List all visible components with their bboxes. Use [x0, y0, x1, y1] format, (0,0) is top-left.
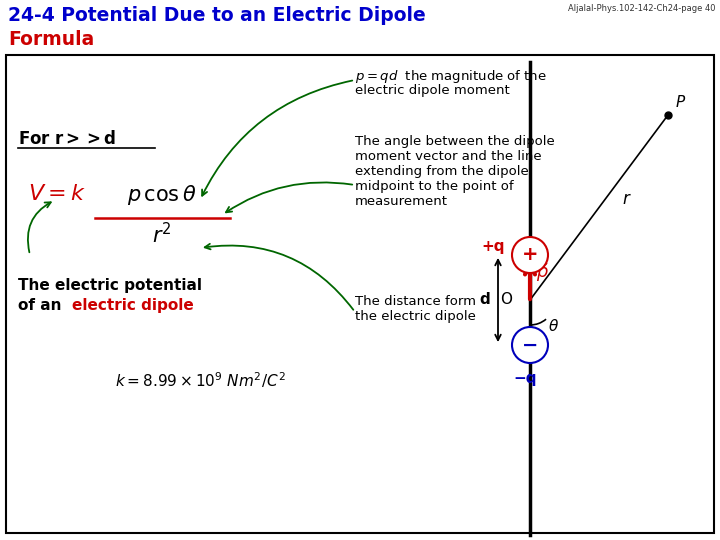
Text: O: O [500, 293, 512, 307]
Text: Aljalal-Phys.102-142-Ch24-page 40: Aljalal-Phys.102-142-Ch24-page 40 [567, 4, 715, 13]
Text: The angle between the dipole
moment vector and the line
extending from the dipol: The angle between the dipole moment vect… [355, 135, 554, 208]
FancyArrowPatch shape [204, 244, 354, 310]
FancyArrowPatch shape [202, 80, 352, 195]
Text: d: d [480, 293, 490, 307]
Text: of an: of an [18, 298, 67, 313]
Text: −q: −q [513, 371, 536, 386]
Text: −: − [522, 335, 538, 354]
Text: P: P [676, 95, 685, 110]
Text: The distance form
the electric dipole: The distance form the electric dipole [355, 295, 476, 323]
Bar [6, 55, 714, 533]
Text: The electric potential: The electric potential [18, 278, 202, 293]
FancyArrowPatch shape [226, 183, 352, 212]
Text: Formula: Formula [8, 30, 94, 49]
Text: 24-4 Potential Due to an Electric Dipole: 24-4 Potential Due to an Electric Dipole [8, 6, 426, 25]
Text: $V = k$: $V = k$ [28, 183, 86, 205]
Text: $k = 8.99\times10^{9}\ Nm^2/C^2$: $k = 8.99\times10^{9}\ Nm^2/C^2$ [114, 370, 285, 390]
Text: $p = qd$  the magnitude of the: $p = qd$ the magnitude of the [355, 68, 547, 85]
Circle shape [512, 327, 548, 363]
Text: electric dipole: electric dipole [72, 298, 194, 313]
Text: +: + [522, 246, 539, 265]
Text: $r$: $r$ [622, 192, 631, 208]
Circle shape [512, 237, 548, 273]
Text: electric dipole moment: electric dipole moment [355, 84, 510, 97]
Text: +q: +q [482, 240, 505, 254]
Text: $\vec{p}$: $\vec{p}$ [536, 261, 549, 285]
Text: $\theta$: $\theta$ [548, 318, 559, 334]
Text: $r^2$: $r^2$ [153, 222, 171, 247]
Text: $p\,\cos\theta$: $p\,\cos\theta$ [127, 183, 197, 207]
FancyArrowPatch shape [28, 202, 51, 252]
Text: $\mathbf{For\ r >> d}$: $\mathbf{For\ r >> d}$ [18, 130, 116, 148]
